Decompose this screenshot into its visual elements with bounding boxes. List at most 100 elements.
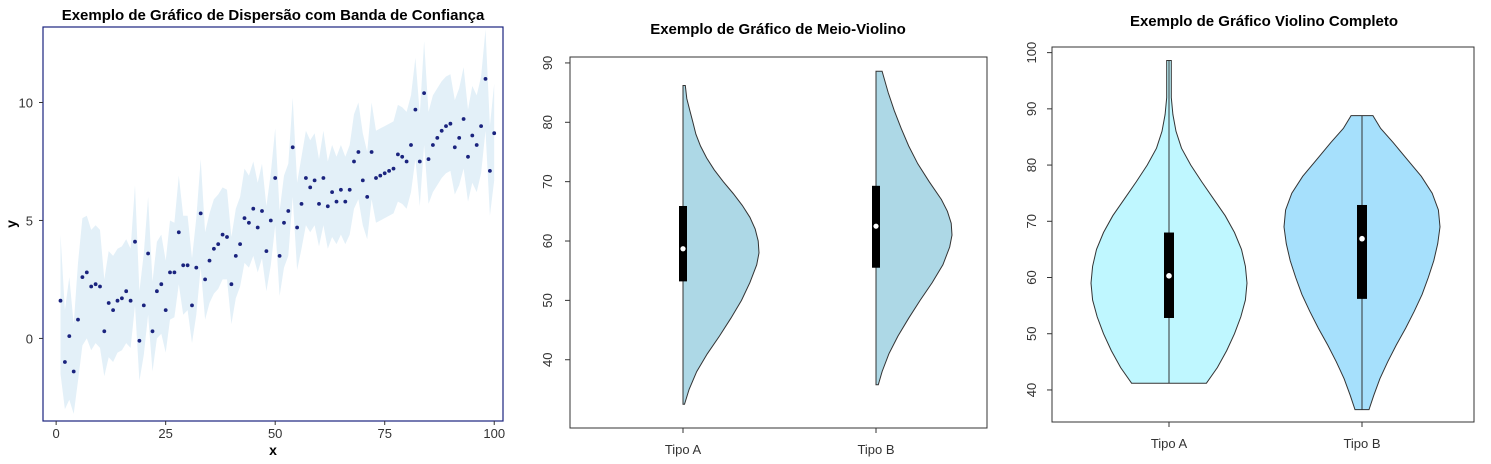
y-tick-label: 5 (26, 213, 33, 228)
scatter-point (404, 159, 409, 164)
x-tick-label: 0 (53, 426, 60, 441)
scatter-point (435, 136, 440, 140)
scatter-point (203, 277, 208, 282)
y-tick-label: 60 (1024, 270, 1039, 284)
half-violin-shape (875, 70, 953, 386)
scatter-point (255, 225, 260, 230)
scatter-point (295, 225, 299, 230)
scatter-point (273, 176, 278, 180)
scatter-point (155, 289, 159, 294)
scatter-point (159, 282, 164, 287)
scatter-point (194, 265, 199, 270)
scatter-point (212, 246, 216, 251)
y-tick-label: 90 (1024, 102, 1039, 116)
scatter-point (247, 220, 251, 225)
scatter-point (360, 178, 365, 183)
scatter-point (120, 296, 124, 301)
median-point (873, 223, 879, 229)
scatter-point (312, 178, 317, 183)
iqr-box (1357, 204, 1367, 299)
scatter-point (76, 317, 80, 322)
scatter-point (374, 176, 378, 180)
x-category-label: Tipo A (1151, 436, 1188, 451)
x-tick-label: 75 (377, 426, 391, 441)
scatter-chart: Exemplo de Gráfico de Dispersão com Band… (3, 7, 505, 458)
scatter-point (71, 369, 76, 374)
scatter-point (190, 303, 194, 308)
scatter-point (400, 154, 405, 159)
y-tick-label: 50 (1024, 326, 1039, 340)
y-tick-label: 80 (540, 115, 555, 129)
half-violin-chart: Exemplo de Gráfico de Meio-Violino 40 50 60… (540, 21, 988, 457)
scatter-point (492, 131, 497, 136)
scatter-point (304, 176, 308, 180)
scatter-point (356, 150, 361, 154)
scatter-point (150, 329, 155, 334)
scatter-point (233, 254, 238, 258)
scatter-point (229, 282, 234, 287)
y-tick-label: 60 (540, 234, 555, 248)
y-tick-label: 90 (540, 56, 555, 70)
scatter-point (168, 270, 172, 275)
scatter-point (308, 185, 313, 190)
scatter-point (225, 235, 229, 239)
scatter-point (207, 258, 212, 263)
y-tick-label: 0 (26, 331, 33, 346)
scatter-point (488, 169, 492, 173)
scatter-point (277, 254, 282, 258)
scatter-point (181, 263, 186, 268)
scatter-point (242, 216, 247, 221)
x-category-label: Tipo B (857, 442, 894, 457)
scatter-point (378, 173, 383, 178)
scatter-point (216, 242, 221, 247)
scatter-point (483, 77, 488, 81)
y-tick-label: 10 (19, 95, 33, 110)
scatter-point (409, 143, 413, 147)
violin-plot-frame (1051, 46, 1475, 423)
scatter-point (282, 220, 286, 225)
scatter-point (448, 121, 453, 126)
scatter-point (317, 202, 321, 206)
scatter-point (93, 282, 98, 287)
scatter-point (426, 157, 431, 162)
scatter-point (470, 133, 475, 138)
scatter-point (137, 338, 142, 343)
scatter-point (290, 145, 295, 150)
y-tick-label: 80 (1024, 158, 1039, 172)
scatter-point (352, 159, 356, 164)
scatter-point (466, 154, 470, 159)
scatter-point (299, 202, 304, 206)
median-point (1359, 235, 1365, 242)
x-category-label: Tipo A (665, 442, 702, 457)
y-axis-label: y (3, 220, 19, 228)
scatter-plot-frame (42, 26, 504, 422)
scatter-point (461, 117, 466, 121)
y-tick-label: 70 (540, 174, 555, 188)
scatter-point (163, 308, 168, 312)
scatter-point (84, 270, 89, 275)
scatter-point (124, 289, 129, 294)
x-tick-label: 100 (483, 426, 505, 441)
scatter-point (339, 187, 343, 192)
scatter-point (58, 298, 63, 303)
scatter-point (264, 249, 269, 254)
scatter-point (474, 143, 479, 147)
y-tick-label: 40 (540, 353, 555, 367)
scatter-point (330, 190, 334, 195)
x-tick-label: 50 (268, 426, 282, 441)
scatter-point (238, 242, 243, 247)
half-violin-chart-title: Exemplo de Gráfico de Meio-Violino (650, 21, 906, 38)
scatter-point (439, 128, 444, 133)
scatter-point (413, 107, 418, 112)
scatter-point (133, 239, 137, 244)
scatter-point (343, 199, 348, 204)
scatter-point (185, 263, 190, 268)
scatter-point (63, 360, 67, 364)
scatter-point (111, 308, 115, 312)
scatter-point (141, 303, 146, 308)
scatter-point (479, 124, 483, 128)
scatter-point (325, 204, 330, 209)
scatter-point (115, 298, 120, 303)
scatter-point (286, 209, 291, 213)
